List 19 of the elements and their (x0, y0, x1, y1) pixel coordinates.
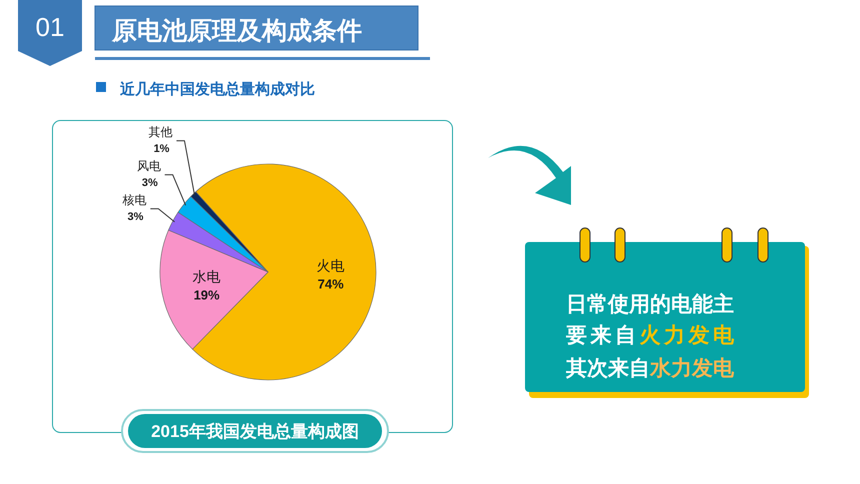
text: 日常使用的电能主 (566, 292, 734, 316)
text: 2015年我国发电总量构成图 (151, 422, 359, 441)
data-label: 1% (154, 142, 170, 155)
slice-label: 水电 (192, 268, 221, 284)
slice-label: 火电 (316, 257, 345, 274)
text: 要来自 (565, 324, 640, 347)
text: 01 (36, 12, 64, 42)
text: 原电池原理及构成条件 (111, 17, 362, 45)
chart-subtitle: 近几年中国发电总量构成对比 (119, 81, 315, 98)
slice-label: 其他 (148, 124, 172, 139)
data-label: 19% (194, 287, 220, 302)
data-label: 74% (318, 276, 344, 292)
text: 水力发电 (649, 357, 735, 380)
data-label: 3% (127, 210, 144, 223)
slice-label: 核电 (121, 192, 146, 207)
text: 火力发电 (640, 324, 738, 347)
slice-label: 风电 (136, 158, 161, 173)
data-label: 3% (142, 176, 158, 189)
text: 其次来自 (565, 357, 650, 380)
